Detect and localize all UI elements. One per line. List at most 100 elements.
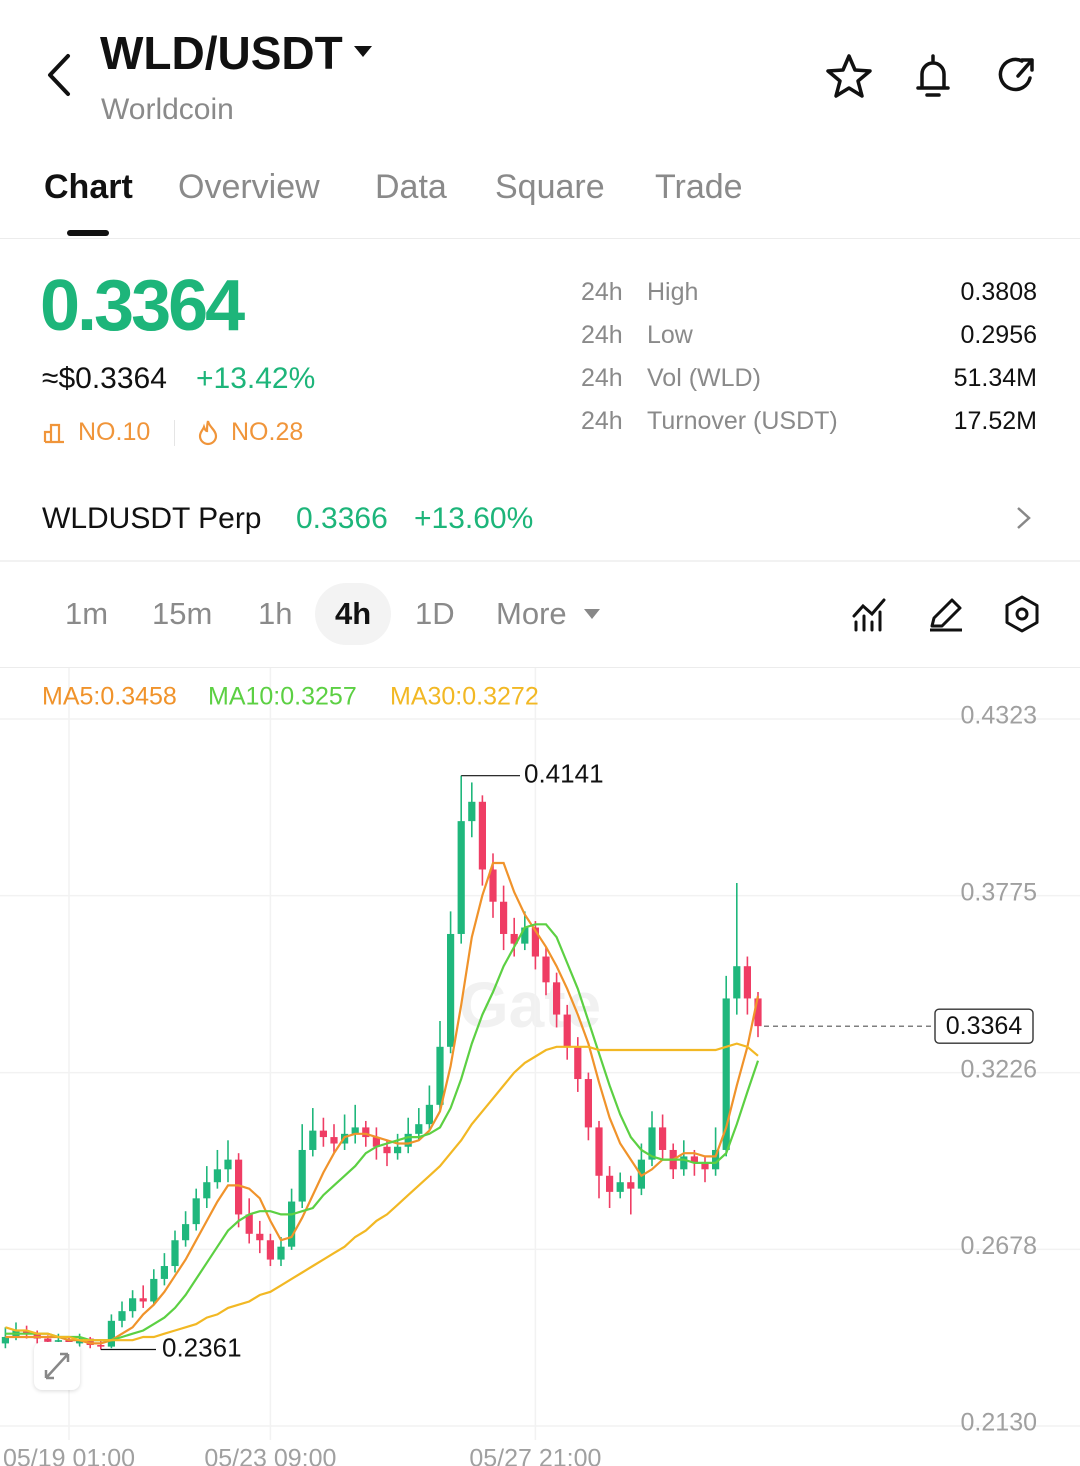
timeframe[interactable]: 4h <box>335 596 372 631</box>
hot-icon <box>198 420 218 446</box>
tab[interactable]: Overview <box>178 168 320 206</box>
candle-body <box>680 1156 688 1170</box>
candle-body <box>574 1046 582 1080</box>
candle-body <box>553 982 561 1015</box>
candle-body <box>595 1127 603 1176</box>
favorite-icon[interactable] <box>824 52 874 100</box>
rank-icon <box>43 423 64 444</box>
tab[interactable]: Chart <box>44 168 133 206</box>
candle-body <box>447 933 455 1047</box>
back-button[interactable] <box>40 52 80 98</box>
timeframe[interactable]: More <box>496 596 567 631</box>
candle-body <box>648 1127 656 1160</box>
indicator-icon[interactable] <box>850 594 890 634</box>
candle-body <box>606 1175 614 1192</box>
candle-body <box>256 1233 264 1241</box>
stat-label: Turnover (USDT) <box>647 407 838 435</box>
candle-body <box>394 1146 402 1154</box>
candle-body <box>584 1079 592 1128</box>
divider <box>0 560 1080 562</box>
symbol-dropdown[interactable] <box>352 44 376 60</box>
candle-body <box>171 1240 179 1267</box>
candle-body <box>468 801 476 822</box>
candle-body <box>531 927 539 957</box>
candle-body <box>288 1201 296 1247</box>
candle-body <box>23 1330 31 1334</box>
high-label: 0.4141 <box>524 759 604 789</box>
legend-entry: MA10:0.3257 <box>208 683 357 711</box>
symbol[interactable]: WLD/USDT <box>100 27 343 79</box>
fullscreen-button[interactable] <box>34 1342 80 1390</box>
y-tick-label: 0.2678 <box>961 1232 1037 1260</box>
candle-body <box>309 1130 317 1150</box>
share-icon[interactable] <box>992 52 1042 102</box>
ma-line <box>5 861 760 1345</box>
divider <box>0 667 1080 668</box>
last-price-label: 0.3364 <box>946 1012 1023 1040</box>
y-tick-label: 0.3775 <box>961 878 1037 906</box>
draw-icon[interactable] <box>926 594 966 634</box>
timeframe[interactable]: 1m <box>65 596 109 631</box>
divider <box>0 238 1080 239</box>
candle-body <box>404 1133 412 1147</box>
tab[interactable]: Square <box>495 168 605 206</box>
candle-body <box>542 956 550 983</box>
perp-price: 0.3366 <box>296 502 388 535</box>
ma-line <box>5 923 760 1342</box>
legend-entry: MA5:0.3458 <box>42 683 177 711</box>
candle-body <box>521 927 529 944</box>
tab[interactable]: Data <box>375 168 447 206</box>
candle-body <box>150 1278 158 1302</box>
timeframe[interactable]: 15m <box>152 596 213 631</box>
candle-body <box>669 1149 677 1170</box>
candle-body <box>203 1182 211 1199</box>
candle-body <box>637 1159 645 1189</box>
candle-body <box>277 1246 285 1260</box>
timeframe-active-bg <box>315 583 391 645</box>
legend-entry: MA30:0.3272 <box>390 683 539 711</box>
candle-body <box>690 1156 698 1163</box>
candle-body <box>182 1224 190 1241</box>
candle-body <box>627 1182 635 1189</box>
candle-body <box>86 1338 94 1346</box>
candle-body <box>754 998 762 1027</box>
tab[interactable]: Trade <box>655 168 743 206</box>
candle-body <box>712 1149 720 1170</box>
candle-body <box>224 1159 232 1170</box>
hot-rank: NO.28 <box>231 418 304 446</box>
candle-body <box>415 1124 423 1134</box>
stat-value: 0.3808 <box>960 278 1037 306</box>
perp-name[interactable]: WLDUSDT Perp <box>42 502 262 535</box>
y-tick-label: 0.4323 <box>961 702 1037 730</box>
candle-body <box>1 1336 9 1344</box>
candle-body <box>489 869 497 902</box>
stat-period: 24h <box>581 321 623 349</box>
candle-body <box>266 1240 274 1260</box>
candle-body <box>33 1333 41 1339</box>
candle-body <box>425 1104 433 1125</box>
more-dropdown[interactable] <box>582 607 602 621</box>
chevron[interactable] <box>1012 504 1036 532</box>
candle-body <box>245 1214 253 1234</box>
candle-body <box>107 1320 115 1347</box>
candle-body <box>510 933 518 944</box>
candle-body <box>192 1198 200 1225</box>
watermark: Gate <box>459 969 601 1041</box>
candle-body <box>701 1162 709 1170</box>
candle-body <box>500 901 508 934</box>
y-tick-label: 0.2130 <box>961 1409 1037 1437</box>
alert-icon[interactable] <box>908 50 958 102</box>
candle-body <box>659 1127 667 1150</box>
stat-period: 24h <box>581 278 623 306</box>
candle-body <box>298 1149 306 1202</box>
timeframe[interactable]: 1h <box>258 596 293 631</box>
stat-value: 0.2956 <box>960 321 1037 349</box>
stat-period: 24h <box>581 407 623 435</box>
candle-body <box>457 821 465 934</box>
timeframe[interactable]: 1D <box>415 596 455 631</box>
x-tick-label: 05/19 01:00 <box>3 1445 135 1466</box>
candle-body <box>722 998 730 1150</box>
settings-icon[interactable] <box>1002 594 1042 634</box>
